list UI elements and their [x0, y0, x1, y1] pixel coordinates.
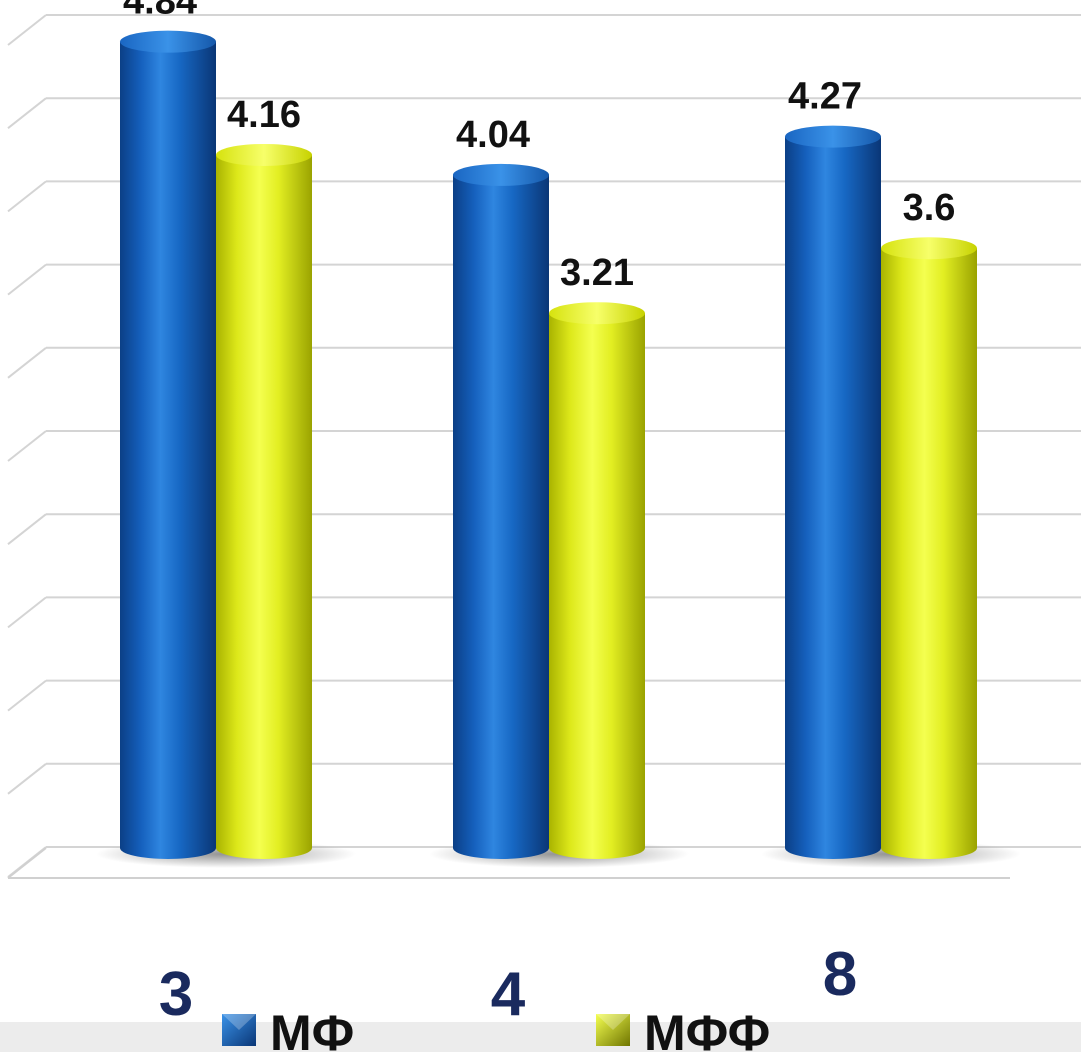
bar-top-cap	[216, 143, 312, 166]
data-label: 4.04	[456, 114, 530, 156]
data-label: 3.21	[560, 252, 634, 294]
chart-floor	[7, 847, 1010, 879]
bar-top-cap	[120, 30, 216, 53]
grid-wall-line	[7, 763, 47, 795]
grid-wall-line	[7, 679, 47, 712]
bar-mff-3	[216, 143, 312, 860]
data-labels: 4.84 4.16 4.04 3.21 4.27 3.6	[123, 0, 955, 294]
legend: МФ МФФ	[222, 1005, 770, 1052]
data-label: 3.6	[903, 187, 956, 229]
bar-mff-4	[549, 302, 645, 859]
bar-mff-8	[881, 237, 977, 860]
data-label: 4.84	[123, 0, 197, 23]
data-label: 4.27	[788, 76, 862, 118]
grid-wall-line	[7, 513, 47, 545]
bar-mf-3	[120, 30, 216, 859]
legend-label: МФ	[270, 1005, 354, 1052]
legend-item-mff: МФФ	[596, 1005, 770, 1052]
legend-label: МФФ	[644, 1005, 770, 1052]
category-label: 8	[823, 940, 857, 1009]
bar-top-cap	[453, 163, 549, 186]
grid-wall-line	[7, 596, 47, 629]
category-labels: 3 4 8	[159, 940, 857, 1029]
bars	[96, 30, 1021, 868]
grid-wall-line	[7, 180, 47, 213]
category-label: 4	[491, 960, 526, 1029]
bar-mf-4	[453, 163, 549, 859]
bar-mf-8	[785, 125, 881, 860]
grid-wall-line	[7, 430, 47, 462]
category-label: 3	[159, 960, 193, 1029]
bar-top-cap	[549, 302, 645, 325]
grid-wall-line	[7, 347, 47, 379]
grid-wall-line	[7, 263, 47, 296]
bar-top-cap	[785, 125, 881, 148]
floor-side-edge	[7, 847, 47, 879]
bar-top-cap	[881, 237, 977, 260]
grid-wall-line	[7, 14, 47, 46]
legend-item-mf: МФ	[222, 1005, 354, 1052]
grid-wall-line	[7, 97, 47, 129]
bottom-band	[0, 1022, 1081, 1052]
legend-swatch	[222, 1014, 256, 1046]
legend-swatch	[596, 1014, 630, 1046]
data-label: 4.16	[227, 94, 301, 136]
